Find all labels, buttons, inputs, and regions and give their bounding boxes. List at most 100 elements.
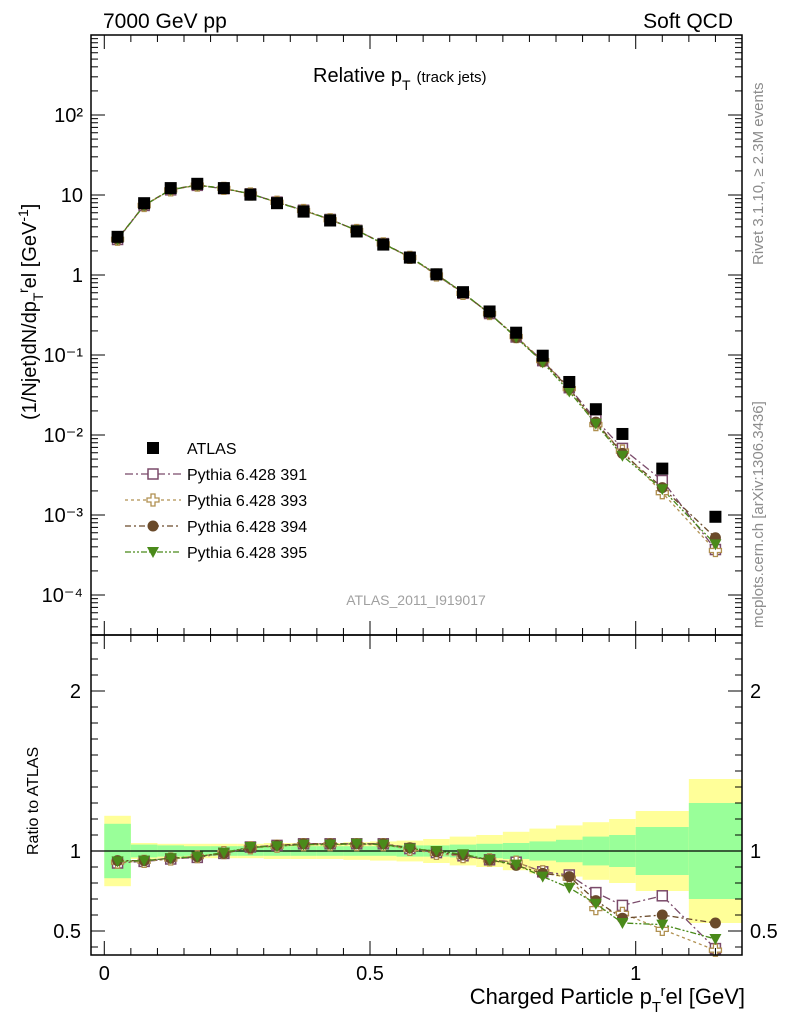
main-point bbox=[708, 543, 723, 558]
ratio-y-tick-label-right: 2 bbox=[750, 681, 761, 703]
ratio-point bbox=[377, 839, 390, 851]
main-ylabel-a: (1/Njet)dN/dp bbox=[19, 301, 41, 420]
main-point bbox=[350, 225, 363, 238]
ratio-point bbox=[111, 856, 124, 868]
main-point bbox=[217, 182, 230, 195]
legend-entry: ATLAS bbox=[147, 441, 237, 458]
ratio-point bbox=[164, 853, 177, 865]
y-tick-label: 10² bbox=[54, 105, 83, 127]
ratio-point bbox=[656, 909, 668, 921]
main-point bbox=[709, 539, 722, 551]
ratio-series-3 bbox=[111, 838, 722, 945]
main-title-sub: T bbox=[402, 77, 411, 93]
legend-label: Pythia 6.428 394 bbox=[187, 519, 307, 536]
main-point bbox=[656, 462, 669, 475]
analysis-id: ATLAS_2011_I919017 bbox=[346, 592, 486, 608]
main-series-4 bbox=[117, 184, 716, 545]
ratio-y-tick-label-right: 0.5 bbox=[750, 921, 778, 943]
main-point bbox=[589, 418, 602, 430]
main-ylabel-e: -1 bbox=[15, 209, 31, 222]
ratio-point bbox=[510, 859, 523, 871]
ratio-ylabel: Ratio to ATLAS bbox=[25, 747, 42, 855]
rivet-label: Rivet 3.1.10, ≥ 2.3M events bbox=[750, 83, 767, 266]
main-point bbox=[483, 305, 496, 318]
ratio-point bbox=[244, 842, 257, 853]
ratio-point bbox=[403, 843, 416, 855]
ratio-y-tick-label: 1 bbox=[70, 841, 81, 863]
main-point bbox=[616, 450, 629, 462]
x-tick-label: 0.5 bbox=[356, 963, 384, 985]
main-series-line bbox=[117, 184, 716, 539]
ratio-point bbox=[656, 890, 669, 902]
ratio-point bbox=[350, 838, 363, 850]
main-series-3 bbox=[117, 184, 716, 539]
ratio-point bbox=[138, 855, 151, 867]
main-point bbox=[656, 484, 669, 496]
main-ylabel-c: r bbox=[15, 288, 31, 293]
legend-marker bbox=[146, 493, 160, 507]
legend-entry: Pythia 6.428 393 bbox=[125, 493, 307, 510]
ratio-point bbox=[324, 839, 337, 851]
main-point bbox=[403, 251, 416, 264]
main-series-line bbox=[117, 184, 716, 545]
main-point bbox=[271, 197, 283, 210]
main-point bbox=[191, 177, 204, 190]
ratio-point bbox=[563, 882, 576, 894]
main-point bbox=[457, 286, 469, 299]
main-ylabel-d: el [GeV bbox=[19, 221, 41, 288]
xlabel-a: Charged Particle p bbox=[470, 984, 652, 1009]
ratio-point bbox=[430, 846, 443, 857]
ratio-point bbox=[656, 919, 669, 931]
x-tick-label: 1 bbox=[630, 963, 641, 985]
main-ylabel: (1/Njet)dN/dpTrel [GeV-1] bbox=[15, 204, 46, 420]
main-point bbox=[138, 197, 151, 210]
ratio-series-line bbox=[117, 843, 716, 940]
header-right: Soft QCD bbox=[643, 10, 733, 33]
header-left: 7000 GeV pp bbox=[103, 10, 227, 33]
ratio-point bbox=[217, 847, 230, 859]
main-point bbox=[324, 214, 337, 227]
main-point bbox=[510, 326, 523, 339]
main-point bbox=[589, 403, 602, 416]
ratio-point bbox=[709, 934, 722, 945]
y-tick-label: 10⁻⁴ bbox=[42, 585, 83, 607]
ratio-y-tick-label: 0.5 bbox=[53, 921, 81, 943]
xlabel-c: r bbox=[661, 983, 666, 1000]
main-title: Relative pT (track jets) bbox=[313, 65, 487, 93]
main-ylabel-f: ] bbox=[19, 204, 41, 210]
legend-label: Pythia 6.428 391 bbox=[187, 467, 307, 484]
main-point bbox=[244, 188, 257, 201]
main-point bbox=[164, 182, 177, 195]
mcplots-label: mcplots.cern.ch [arXiv:1306.3436] bbox=[750, 401, 767, 628]
ratio-point bbox=[709, 917, 721, 929]
ratio-point bbox=[271, 841, 283, 853]
legend-entry: Pythia 6.428 394 bbox=[125, 519, 307, 536]
xlabel-d: el [GeV] bbox=[666, 984, 745, 1009]
ratio-point bbox=[483, 854, 496, 866]
main-point bbox=[377, 238, 390, 251]
y-tick-label: 1 bbox=[72, 265, 83, 287]
ratio-point bbox=[297, 839, 310, 851]
main-point bbox=[709, 510, 722, 523]
legend-label: ATLAS bbox=[187, 441, 237, 458]
legend-marker bbox=[147, 468, 159, 480]
y-tick-label: 10⁻³ bbox=[44, 505, 84, 527]
y-tick-label: 10⁻² bbox=[44, 425, 84, 447]
x-axis-label: Charged Particle pTrel [GeV] bbox=[470, 983, 745, 1016]
main-point bbox=[297, 205, 310, 218]
ratio-y-tick-label: 2 bbox=[70, 681, 81, 703]
ratio-point bbox=[616, 918, 629, 929]
ratio-point bbox=[589, 898, 602, 910]
main-point bbox=[536, 349, 549, 362]
y-tick-label: 10⁻¹ bbox=[44, 345, 84, 367]
ratio-point bbox=[191, 851, 204, 863]
main-ylabel-b: T bbox=[30, 292, 46, 301]
ratio-series-line bbox=[117, 843, 716, 951]
ratio-point bbox=[457, 849, 469, 861]
main-points-3 bbox=[112, 179, 721, 544]
legend-marker bbox=[147, 520, 159, 532]
xlabel-b: T bbox=[652, 999, 661, 1016]
legend-marker bbox=[147, 547, 159, 558]
legend-entry: Pythia 6.428 395 bbox=[125, 545, 307, 562]
y-tick-label: 10 bbox=[61, 185, 83, 207]
